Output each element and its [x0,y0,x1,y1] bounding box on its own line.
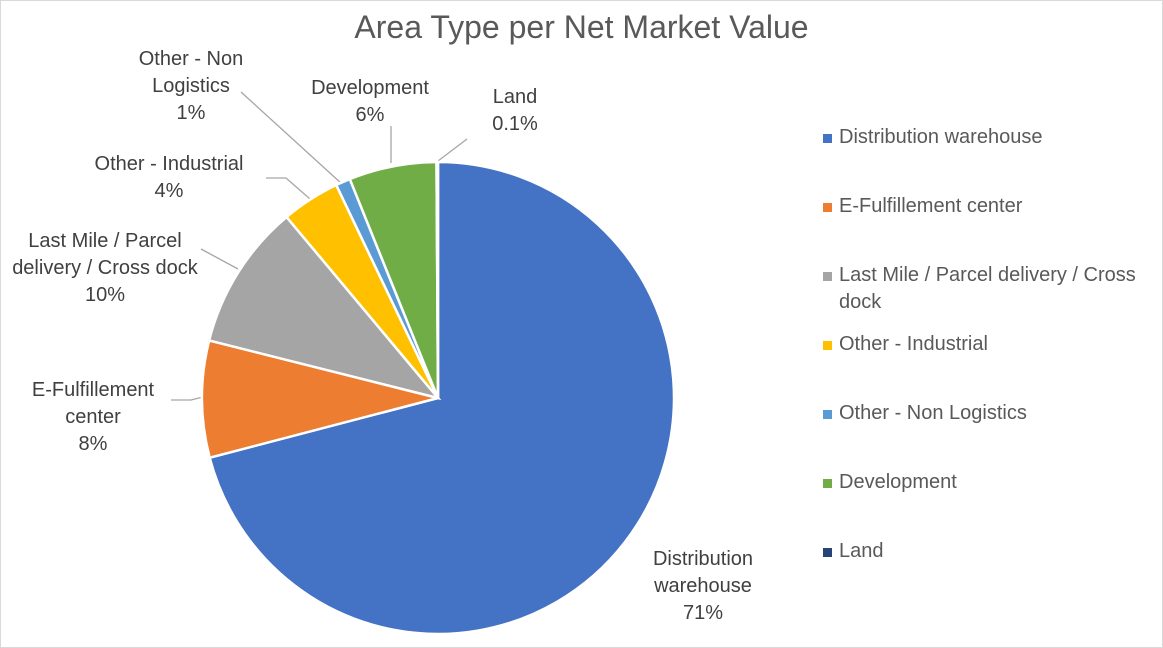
legend-label: Distribution warehouse [839,126,1043,148]
leader-line [200,248,239,270]
data-label-value: 0.1% [492,113,538,135]
data-label: Other - Non Logistics 1% [121,46,261,127]
legend-label: Other - Industrial [839,333,988,355]
legend-entry: Other - Industrial [823,331,1149,358]
slices [200,160,676,636]
legend-entry: Last Mile / Parcel delivery / Cross dock [823,262,1149,316]
data-label-category: Distribution warehouse [652,548,754,597]
legend-swatch [823,410,832,419]
data-label-value: 10% [84,284,126,306]
data-label-category: Other - Industrial [94,153,244,175]
legend-swatch [823,272,832,281]
chart-title: Area Type per Net Market Value [354,9,809,45]
leader-line [240,91,343,185]
legend-label: Development [839,471,957,493]
data-label-value: 71% [682,602,724,624]
data-label-category: E-Fulfillement center [31,379,155,428]
legend-swatch [823,134,832,143]
legend-label: Other - Non Logistics [839,402,1027,424]
leader-line [437,138,468,162]
data-label-category: Other - Non Logistics [138,48,244,97]
legend-swatch [823,341,832,350]
data-label-category: Development [311,77,429,99]
data-label-category: Last Mile / Parcel delivery / Cross dock [12,230,198,279]
leader-lines [171,91,468,401]
legend-entry: Development [823,469,1149,496]
legend-entry: Distribution warehouse [823,124,1149,151]
legend-label: E-Fulfillement center [839,195,1023,217]
data-label-value: 4% [154,180,184,202]
legend-swatch [823,203,832,212]
data-label-value: 6% [355,104,385,126]
legend-label: Last Mile / Parcel delivery / Cross dock [839,264,1136,313]
slice [435,160,440,399]
data-label: Development 6% [290,75,450,129]
slice [207,215,442,401]
legend-swatch [823,548,832,557]
slice [200,338,439,460]
legend-swatch [823,479,832,488]
leader-line [266,177,311,200]
legend-entry: Land [823,538,1149,565]
data-label: Land 0.1% [475,84,555,138]
data-label: E-Fulfillement center 8% [8,377,178,458]
data-label-value: 8% [78,433,108,455]
data-label: Last Mile / Parcel delivery / Cross dock… [5,228,205,309]
slice [208,160,676,636]
data-label: Distribution warehouse 71% [628,546,778,627]
data-label-value: 1% [176,102,206,124]
legend-entry: Other - Non Logistics [823,400,1149,427]
data-label-category: Land [492,86,538,108]
legend-entry: E-Fulfillement center [823,193,1149,220]
legend-label: Land [839,540,884,562]
data-label: Other - Industrial 4% [59,151,279,205]
